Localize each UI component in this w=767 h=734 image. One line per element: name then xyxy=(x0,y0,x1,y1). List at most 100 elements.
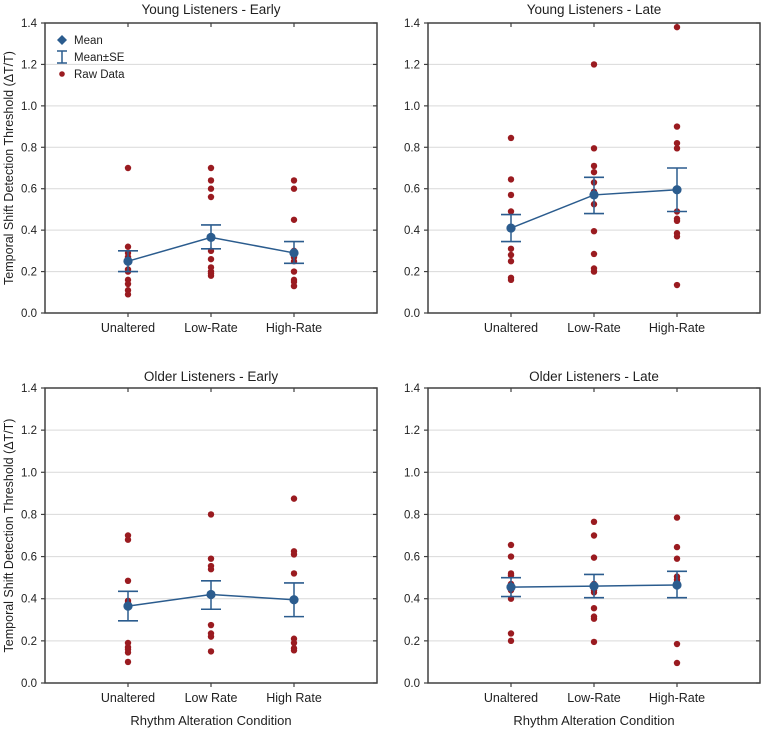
raw-data-point xyxy=(207,185,215,192)
chart-older-listeners-early: 0.0 0.2 0.4 0.6 0.8 1.0 1.2 1.4 Unaltered Low Rat… xyxy=(2,369,378,728)
x-category-label: Low-Rate xyxy=(184,321,238,335)
x-category-label: High-Rate xyxy=(266,321,322,335)
raw-data-point xyxy=(207,633,215,640)
x-category-label: Unaltered xyxy=(101,321,155,335)
x-category-label: High Rate xyxy=(266,691,322,705)
y-tick-label: 0.8 xyxy=(404,142,420,154)
raw-data-point xyxy=(507,134,515,142)
panel-title: Young Listeners - Late xyxy=(527,2,662,17)
x-axis-title: Rhythm Alteration Condition xyxy=(513,713,674,728)
x-category-label: Unaltered xyxy=(484,321,538,335)
raw-data-point xyxy=(207,621,215,629)
legend: Mean Mean±SE Raw Data xyxy=(57,35,125,81)
y-tick-label: 1.2 xyxy=(21,425,37,437)
raw-data-point xyxy=(290,495,298,502)
raw-data-point xyxy=(590,554,598,561)
mean-marker xyxy=(672,185,682,195)
mean-marker xyxy=(206,589,216,600)
y-tick-label: 1.4 xyxy=(21,383,38,395)
y-tick-label: 0.6 xyxy=(404,552,420,564)
raw-data-point xyxy=(290,177,298,184)
raw-data-point xyxy=(507,176,515,183)
y-tick-label: 1.0 xyxy=(21,467,37,479)
raw-data-point xyxy=(673,281,681,289)
raw-data-point xyxy=(207,193,215,201)
raw-data-point xyxy=(673,233,681,240)
raw-data-point xyxy=(290,551,298,558)
chart-older-listeners-late: 0.0 0.2 0.4 0.6 0.8 1.0 1.2 1.4 Unaltered Low-Rat… xyxy=(404,369,761,728)
panel-title: Young Listeners - Early xyxy=(141,2,280,17)
raw-data-point xyxy=(673,514,681,521)
raw-data-point xyxy=(124,649,132,656)
raw-data-point xyxy=(207,164,215,172)
raw-data-point xyxy=(507,251,515,259)
raw-data-point xyxy=(507,258,515,265)
legend-mean-icon xyxy=(57,35,67,45)
raw-data-point xyxy=(590,615,598,622)
raw-data-point xyxy=(124,280,132,288)
raw-data-point xyxy=(590,638,598,646)
raw-data-point xyxy=(590,168,598,176)
raw-data-point xyxy=(590,61,598,68)
mean-marker xyxy=(123,256,133,266)
chart-young-listeners-late: 0.0 0.2 0.4 0.6 0.8 1.0 1.2 1.4 Unaltered Low-Rat… xyxy=(404,2,761,335)
y-tick-label: 0.2 xyxy=(404,636,420,648)
raw-data-point xyxy=(507,208,515,215)
raw-data-point xyxy=(590,604,598,612)
mean-marker xyxy=(506,223,516,233)
y-tick-label: 0.0 xyxy=(21,678,37,690)
y-tick-label: 1.0 xyxy=(404,467,420,479)
raw-data-point xyxy=(207,255,215,263)
raw-data-point xyxy=(124,658,132,666)
raw-data-point xyxy=(290,185,298,192)
panel-young-listeners-early: 0.0 0.2 0.4 0.6 0.8 1.0 1.2 1.4 Unaltered Low-Rat… xyxy=(0,0,383,367)
raw-data-point xyxy=(673,543,681,551)
y-tick-label: 0.8 xyxy=(21,142,37,154)
mean-marker xyxy=(289,595,299,605)
raw-data-point xyxy=(673,217,681,225)
y-tick-label: 1.4 xyxy=(404,383,421,395)
y-tick-label: 1.2 xyxy=(404,425,420,437)
y-tick-label: 0.0 xyxy=(404,678,420,690)
raw-data-point xyxy=(590,227,598,235)
raw-data-point xyxy=(207,555,215,562)
mean-marker xyxy=(506,582,516,592)
mean-marker xyxy=(206,232,216,242)
y-tick-label: 1.2 xyxy=(404,59,420,71)
raw-data-point xyxy=(507,553,515,560)
y-tick-label: 0.6 xyxy=(21,184,37,196)
y-tick-label: 0.2 xyxy=(21,267,37,279)
y-tick-label: 0.4 xyxy=(404,225,421,237)
raw-data-point xyxy=(673,640,681,648)
raw-data-point xyxy=(124,243,132,250)
y-tick-label: 0.8 xyxy=(21,509,37,521)
raw-data-point xyxy=(507,191,515,199)
raw-data-point xyxy=(507,630,515,637)
raw-data-point xyxy=(673,659,681,667)
raw-data-point xyxy=(290,647,298,654)
raw-data-point xyxy=(207,272,215,279)
raw-data-point xyxy=(507,245,515,252)
y-tick-label: 0.6 xyxy=(21,552,37,564)
panel-older-listeners-late: 0.0 0.2 0.4 0.6 0.8 1.0 1.2 1.4 Unaltered Low-Rat… xyxy=(383,367,767,734)
raw-data-point xyxy=(590,162,598,170)
panel-older-listeners-early: 0.0 0.2 0.4 0.6 0.8 1.0 1.2 1.4 Unaltered Low Rat… xyxy=(0,367,383,734)
raw-data-point xyxy=(290,282,298,290)
mean-marker xyxy=(672,580,682,590)
raw-data-point xyxy=(207,177,215,184)
mean-marker xyxy=(589,190,599,200)
y-axis-title: Temporal Shift Detection Threshold (ΔT/T… xyxy=(2,419,16,653)
raw-data-point xyxy=(590,268,598,275)
raw-data-point xyxy=(207,511,215,518)
chart-young-listeners-early: 0.0 0.2 0.4 0.6 0.8 1.0 1.2 1.4 Unaltered Low-Rat… xyxy=(2,2,378,335)
raw-data-point xyxy=(507,541,515,549)
y-tick-label: 1.4 xyxy=(21,18,38,30)
legend-se-label: Mean±SE xyxy=(74,52,125,64)
y-axis-title: Temporal Shift Detection Threshold (ΔT/T… xyxy=(2,51,16,285)
raw-data-point xyxy=(590,518,598,526)
panel-title: Older Listeners - Late xyxy=(529,369,659,384)
legend-mean-label: Mean xyxy=(74,35,103,47)
x-category-label: Unaltered xyxy=(101,691,155,705)
legend-raw-label: Raw Data xyxy=(74,69,125,81)
